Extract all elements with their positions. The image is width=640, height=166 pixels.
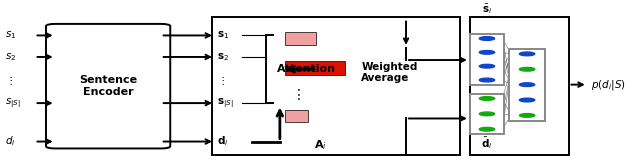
Bar <box>285 110 308 122</box>
FancyBboxPatch shape <box>470 94 504 134</box>
Circle shape <box>479 37 495 40</box>
Text: $\mathbf{s}_2$: $\mathbf{s}_2$ <box>217 51 229 63</box>
Text: $s_2$: $s_2$ <box>4 51 16 63</box>
FancyBboxPatch shape <box>46 24 170 148</box>
Circle shape <box>520 114 535 117</box>
Circle shape <box>520 52 535 56</box>
Text: Attention: Attention <box>277 64 336 74</box>
Text: $p(d_i|S)$: $p(d_i|S)$ <box>591 78 625 92</box>
Text: $\bar{\mathbf{d}}_i$: $\bar{\mathbf{d}}_i$ <box>481 135 493 151</box>
Circle shape <box>479 112 495 116</box>
Text: $\vdots$: $\vdots$ <box>4 74 12 86</box>
Text: $\mathbf{s}_1$: $\mathbf{s}_1$ <box>217 30 229 41</box>
Circle shape <box>479 78 495 82</box>
Circle shape <box>520 83 535 86</box>
Text: $s_{|S|}$: $s_{|S|}$ <box>4 96 20 110</box>
FancyBboxPatch shape <box>509 48 545 121</box>
FancyBboxPatch shape <box>470 34 504 85</box>
Circle shape <box>479 50 495 54</box>
Text: $\mathbf{s}_{|S|}$: $\mathbf{s}_{|S|}$ <box>217 96 234 110</box>
Bar <box>285 32 316 45</box>
Text: $d_i$: $d_i$ <box>4 135 15 148</box>
Circle shape <box>479 97 495 100</box>
Text: $\bar{\mathbf{s}}_i$: $\bar{\mathbf{s}}_i$ <box>482 2 492 16</box>
Text: Sentence
Encoder: Sentence Encoder <box>79 75 137 97</box>
Circle shape <box>479 64 495 68</box>
Text: $\mathbf{d}_i$: $\mathbf{d}_i$ <box>217 135 228 148</box>
Bar <box>470 17 568 155</box>
Bar <box>285 61 346 75</box>
Bar <box>212 17 460 155</box>
Text: $\mathbf{A}_i$: $\mathbf{A}_i$ <box>314 138 326 152</box>
Text: Weighted
Average: Weighted Average <box>362 62 418 83</box>
Circle shape <box>520 67 535 71</box>
Circle shape <box>479 127 495 131</box>
Text: $\vdots$: $\vdots$ <box>217 74 225 86</box>
Circle shape <box>520 98 535 102</box>
Text: $s_1$: $s_1$ <box>4 30 16 41</box>
Text: $\vdots$: $\vdots$ <box>291 87 301 102</box>
